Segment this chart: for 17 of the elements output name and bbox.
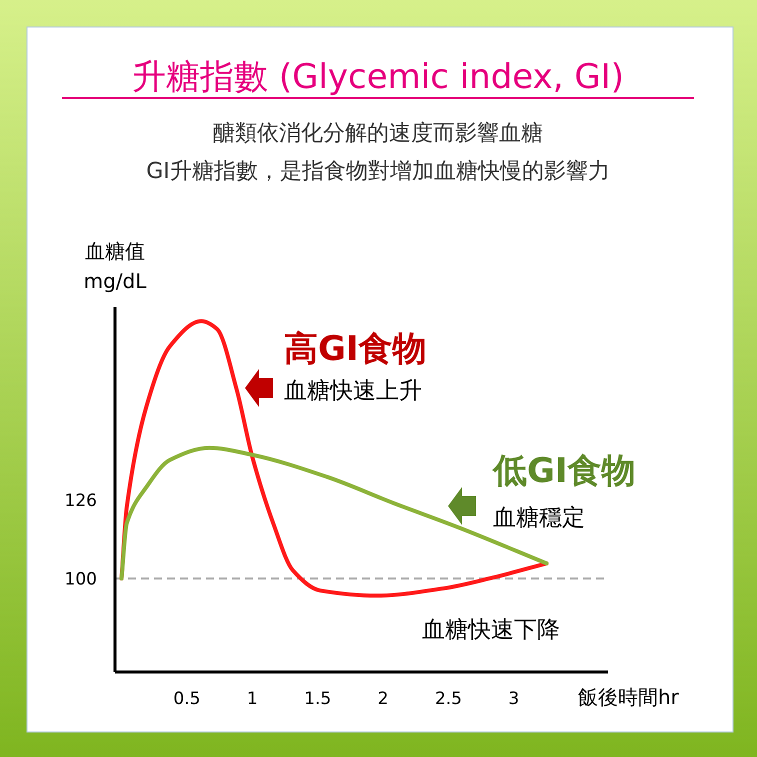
x-tick-label: 2 [378, 689, 388, 709]
series-label: 低GI食物 [491, 451, 636, 491]
y-tick-label: 126 [64, 491, 97, 512]
x-tick-label: 0.5 [173, 689, 200, 709]
x-tick-label: 2.5 [434, 689, 462, 709]
x-tick-label: 1 [246, 689, 258, 709]
annotation: 血糖穩定 [493, 505, 585, 531]
y-tick-label: 100 [64, 569, 97, 590]
annotation: 血糖快速下降 [422, 617, 560, 643]
series-label: 高GI食物 [284, 329, 427, 369]
annotation: 血糖快速上升 [284, 378, 422, 404]
x-tick-label: 3 [508, 689, 520, 709]
x-tick-label: 1.5 [304, 689, 332, 709]
y-axis-title: 血糖值 mg/dL [84, 239, 148, 293]
chart-title: 升糖指數 (Glycemic index, GI) [132, 57, 624, 97]
x-axis-title: 飯後時間hr [578, 685, 680, 709]
chart-subtitle: 醣類依消化分解的速度而影響血糖 GI升糖指數，是指食物對增加血糖快慢的影響力 [146, 121, 610, 184]
